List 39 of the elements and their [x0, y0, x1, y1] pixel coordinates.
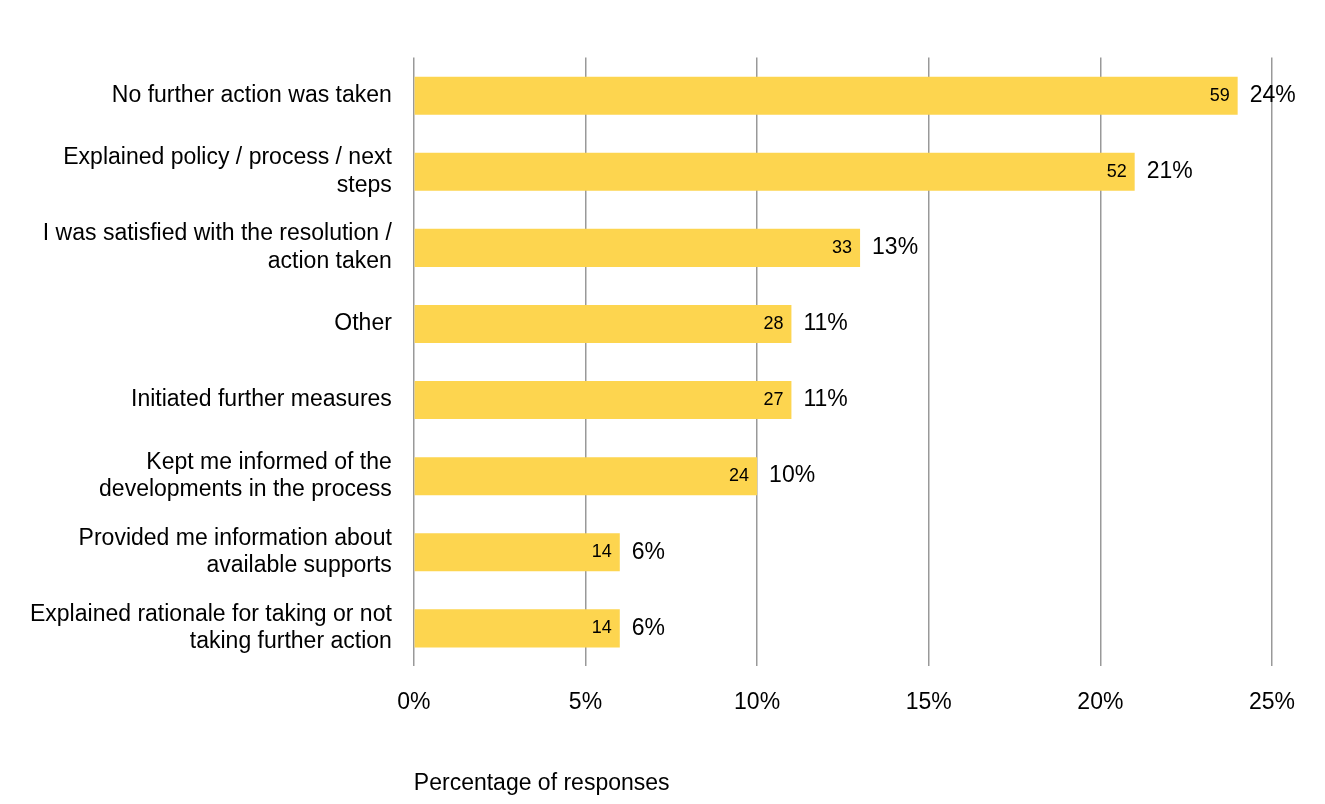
annotation: 33	[832, 236, 853, 257]
bar	[414, 304, 792, 343]
data-label: 10%	[769, 461, 816, 488]
x-tick-label: 20%	[1077, 687, 1124, 714]
x-axis-title: Percentage of responses	[413, 769, 670, 795]
bar	[414, 381, 792, 420]
bar	[414, 609, 620, 648]
x-tick-label: 0%	[397, 687, 431, 714]
y-tick-label: Kept me informed of the developments in the process	[99, 447, 392, 502]
annotation: 14	[591, 617, 612, 638]
bar	[414, 228, 861, 267]
data-label: 11%	[803, 385, 848, 412]
y-tick-label: No further action was taken	[111, 80, 392, 107]
annotation: 28	[763, 312, 784, 333]
annotation: 59	[1209, 84, 1230, 105]
data-label: 6%	[631, 537, 666, 564]
y-tick-label: Initiated further measures	[131, 385, 392, 412]
data-label: 13%	[872, 233, 919, 260]
bar	[414, 533, 620, 572]
x-tick-label: 15%	[905, 687, 952, 714]
annotation: 14	[591, 541, 612, 562]
x-tick-label: 5%	[568, 687, 603, 714]
data-label: 6%	[631, 613, 666, 640]
x-tick-label: 25%	[1248, 687, 1296, 714]
annotation: 24	[729, 465, 750, 486]
bar	[414, 76, 1238, 115]
x-tick-label: 10%	[734, 687, 781, 714]
bar	[414, 152, 1135, 191]
data-label: 24%	[1249, 80, 1296, 107]
y-tick-label: Provided me information about available supports	[78, 523, 393, 578]
annotation: 52	[1106, 160, 1127, 181]
data-label: 11%	[803, 309, 848, 336]
annotation: 27	[763, 389, 784, 410]
y-tick-label: Other	[334, 309, 393, 336]
y-tick-label: Explained rationale for taking or not taking further action	[29, 599, 393, 654]
y-tick-label: I was satisfied with the resolution / action taken	[42, 219, 393, 273]
y-tick-label: Explained policy / process / next steps	[63, 143, 393, 197]
data-label: 21%	[1146, 157, 1193, 184]
bar	[414, 457, 758, 496]
